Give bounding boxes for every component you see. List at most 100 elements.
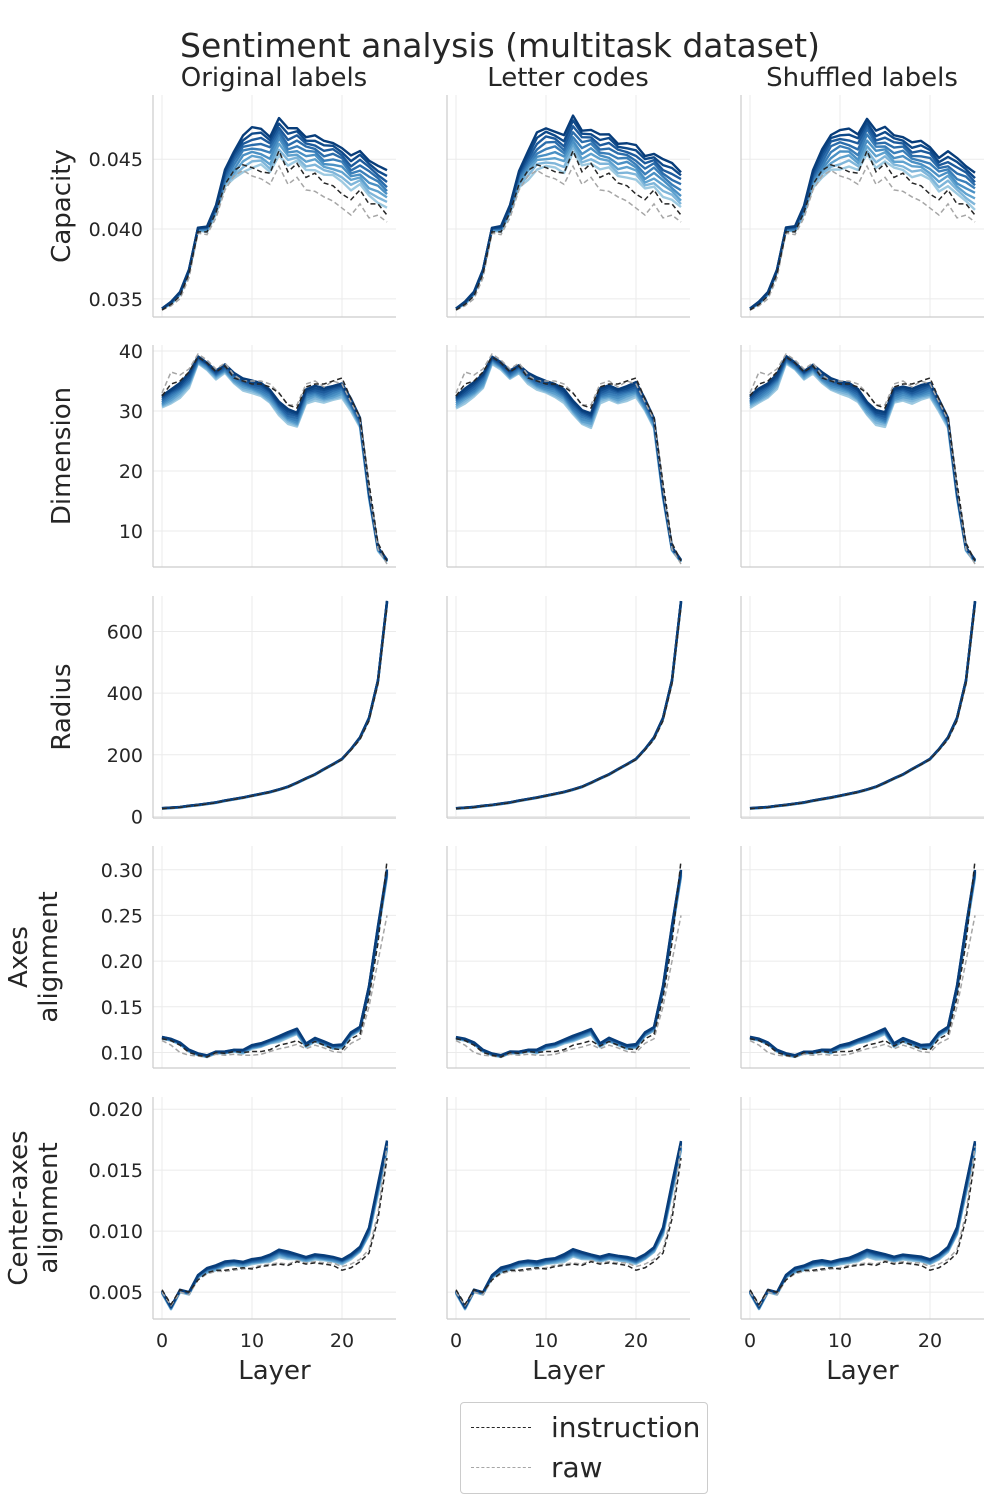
series-line-instruction	[161, 148, 388, 311]
y-tick-label: 400	[107, 683, 143, 705]
series-line-variant-6	[749, 872, 977, 1058]
series-line-instruction	[455, 355, 682, 562]
series-line-variant-3	[455, 360, 682, 563]
column-title-shuffled-labels: Shuffled labels	[766, 63, 958, 93]
panel-center-axes-alignment-letter-codes: 0 10 20 Layer	[446, 1097, 690, 1386]
series-line-variant-2	[454, 1149, 683, 1311]
series-line-variant-7	[455, 871, 683, 1057]
series-line-variant-9	[160, 1140, 389, 1309]
legend-item-raw: raw	[471, 1449, 603, 1485]
series-line-variant-2	[455, 602, 683, 810]
row-label-line: Center-axes	[4, 1130, 34, 1285]
y-tick-label: 0.045	[89, 149, 143, 171]
chart-title: Sentiment analysis (multitask dataset)	[180, 26, 820, 65]
series-line-variant-9	[454, 1140, 683, 1308]
series-group	[161, 860, 389, 1059]
series-line-variant-1	[161, 362, 388, 563]
series-line-variant-1	[749, 603, 977, 810]
series-line-variant-9	[455, 114, 682, 310]
series-line-instruction	[749, 355, 976, 562]
legend: instruction raw	[460, 1402, 708, 1494]
series-group	[749, 860, 977, 1059]
series-line-variant-2	[160, 1148, 389, 1311]
x-tick-label: 0	[744, 1330, 756, 1352]
series-line-variant-5	[161, 873, 389, 1058]
series-line-variant-1	[748, 1150, 977, 1311]
series-line-instruction	[455, 606, 682, 810]
series-group	[455, 860, 683, 1059]
column-title-letter-codes: Letter codes	[487, 63, 649, 93]
series-line-variant-8	[161, 870, 389, 1057]
series-line-variant-2	[749, 361, 976, 563]
series-line-variant-9	[749, 869, 977, 1057]
series-group	[455, 600, 683, 810]
series-line-variant-2	[161, 602, 389, 810]
series-line-variant-9	[749, 600, 977, 810]
series-line-variant-1	[749, 362, 976, 564]
series-line-variant-2	[161, 361, 388, 563]
series-line-variant-1	[749, 152, 976, 310]
series-line-variant-8	[161, 601, 389, 810]
legend-swatch-instruction	[471, 1426, 531, 1428]
series-line-variant-7	[161, 601, 389, 810]
series-line-instruction	[161, 1157, 388, 1306]
series-group	[454, 1140, 683, 1311]
legend-label-raw: raw	[551, 1450, 603, 1484]
y-tick-label: 10	[119, 521, 143, 543]
row-label-line: Radius	[47, 663, 77, 750]
series-line-instruction	[749, 148, 976, 311]
row-label-line: Capacity	[47, 149, 77, 263]
series-line-variant-2	[748, 1149, 977, 1311]
series-line-raw	[455, 164, 682, 311]
series-line-variant-3	[749, 360, 976, 563]
y-tick-label: 0.30	[101, 860, 143, 882]
series-line-variant-5	[455, 873, 683, 1058]
series-line-variant-7	[455, 601, 683, 810]
series-line-variant-9	[749, 354, 976, 561]
x-tick-label: 0	[450, 1330, 462, 1352]
series-line-variant-6	[749, 601, 977, 810]
series-line-variant-3	[455, 602, 683, 810]
row-label-line: alignment	[34, 891, 64, 1022]
series-line-variant-6	[161, 872, 389, 1058]
series-line-instruction	[749, 1157, 976, 1306]
series-line-variant-9	[161, 355, 388, 561]
series-line-variant-1	[161, 603, 389, 810]
row-label-center-axes-alignment: Center-axesalignment	[4, 1130, 64, 1285]
x-tick-label: 10	[240, 1330, 264, 1352]
panel-axes-alignment-letter-codes	[446, 846, 690, 1069]
series-line-variant-3	[749, 602, 977, 810]
series-line-variant-1	[454, 1150, 683, 1311]
panel-axes-alignment-shuffled-labels	[740, 846, 984, 1069]
series-group	[749, 117, 976, 311]
y-tick-label: 0.15	[101, 997, 143, 1019]
series-line-variant-9	[455, 600, 683, 810]
series-line-instruction	[455, 860, 682, 1058]
x-tick-label: 20	[918, 1330, 942, 1352]
series-line-variant-9	[748, 1140, 977, 1308]
series-line-variant-5	[749, 872, 977, 1058]
series-line-instruction	[749, 606, 976, 810]
x-tick-label: 10	[534, 1330, 558, 1352]
row-label-capacity: Capacity	[47, 149, 77, 263]
series-line-variant-4	[749, 139, 976, 310]
series-line-raw	[749, 606, 976, 810]
row-label-radius: Radius	[47, 663, 77, 750]
series-line-raw	[161, 606, 388, 810]
series-line-instruction	[455, 1157, 682, 1306]
series-group	[749, 352, 976, 565]
series-line-raw	[455, 352, 682, 565]
panel-dimension-original-labels: 10 20 30 40	[119, 341, 396, 568]
series-line-variant-8	[455, 870, 683, 1057]
series-line-variant-4	[455, 874, 683, 1058]
series-group	[749, 600, 977, 810]
series-line-variant-3	[161, 360, 388, 563]
series-line-instruction	[161, 606, 388, 810]
series-line-variant-7	[161, 871, 389, 1057]
series-line-variant-5	[161, 602, 389, 810]
series-line-variant-8	[455, 601, 683, 810]
series-line-variant-2	[455, 361, 682, 563]
y-tick-label: 0.010	[89, 1221, 143, 1243]
x-tick-label: 0	[156, 1330, 168, 1352]
panel-capacity-letter-codes	[446, 95, 690, 318]
